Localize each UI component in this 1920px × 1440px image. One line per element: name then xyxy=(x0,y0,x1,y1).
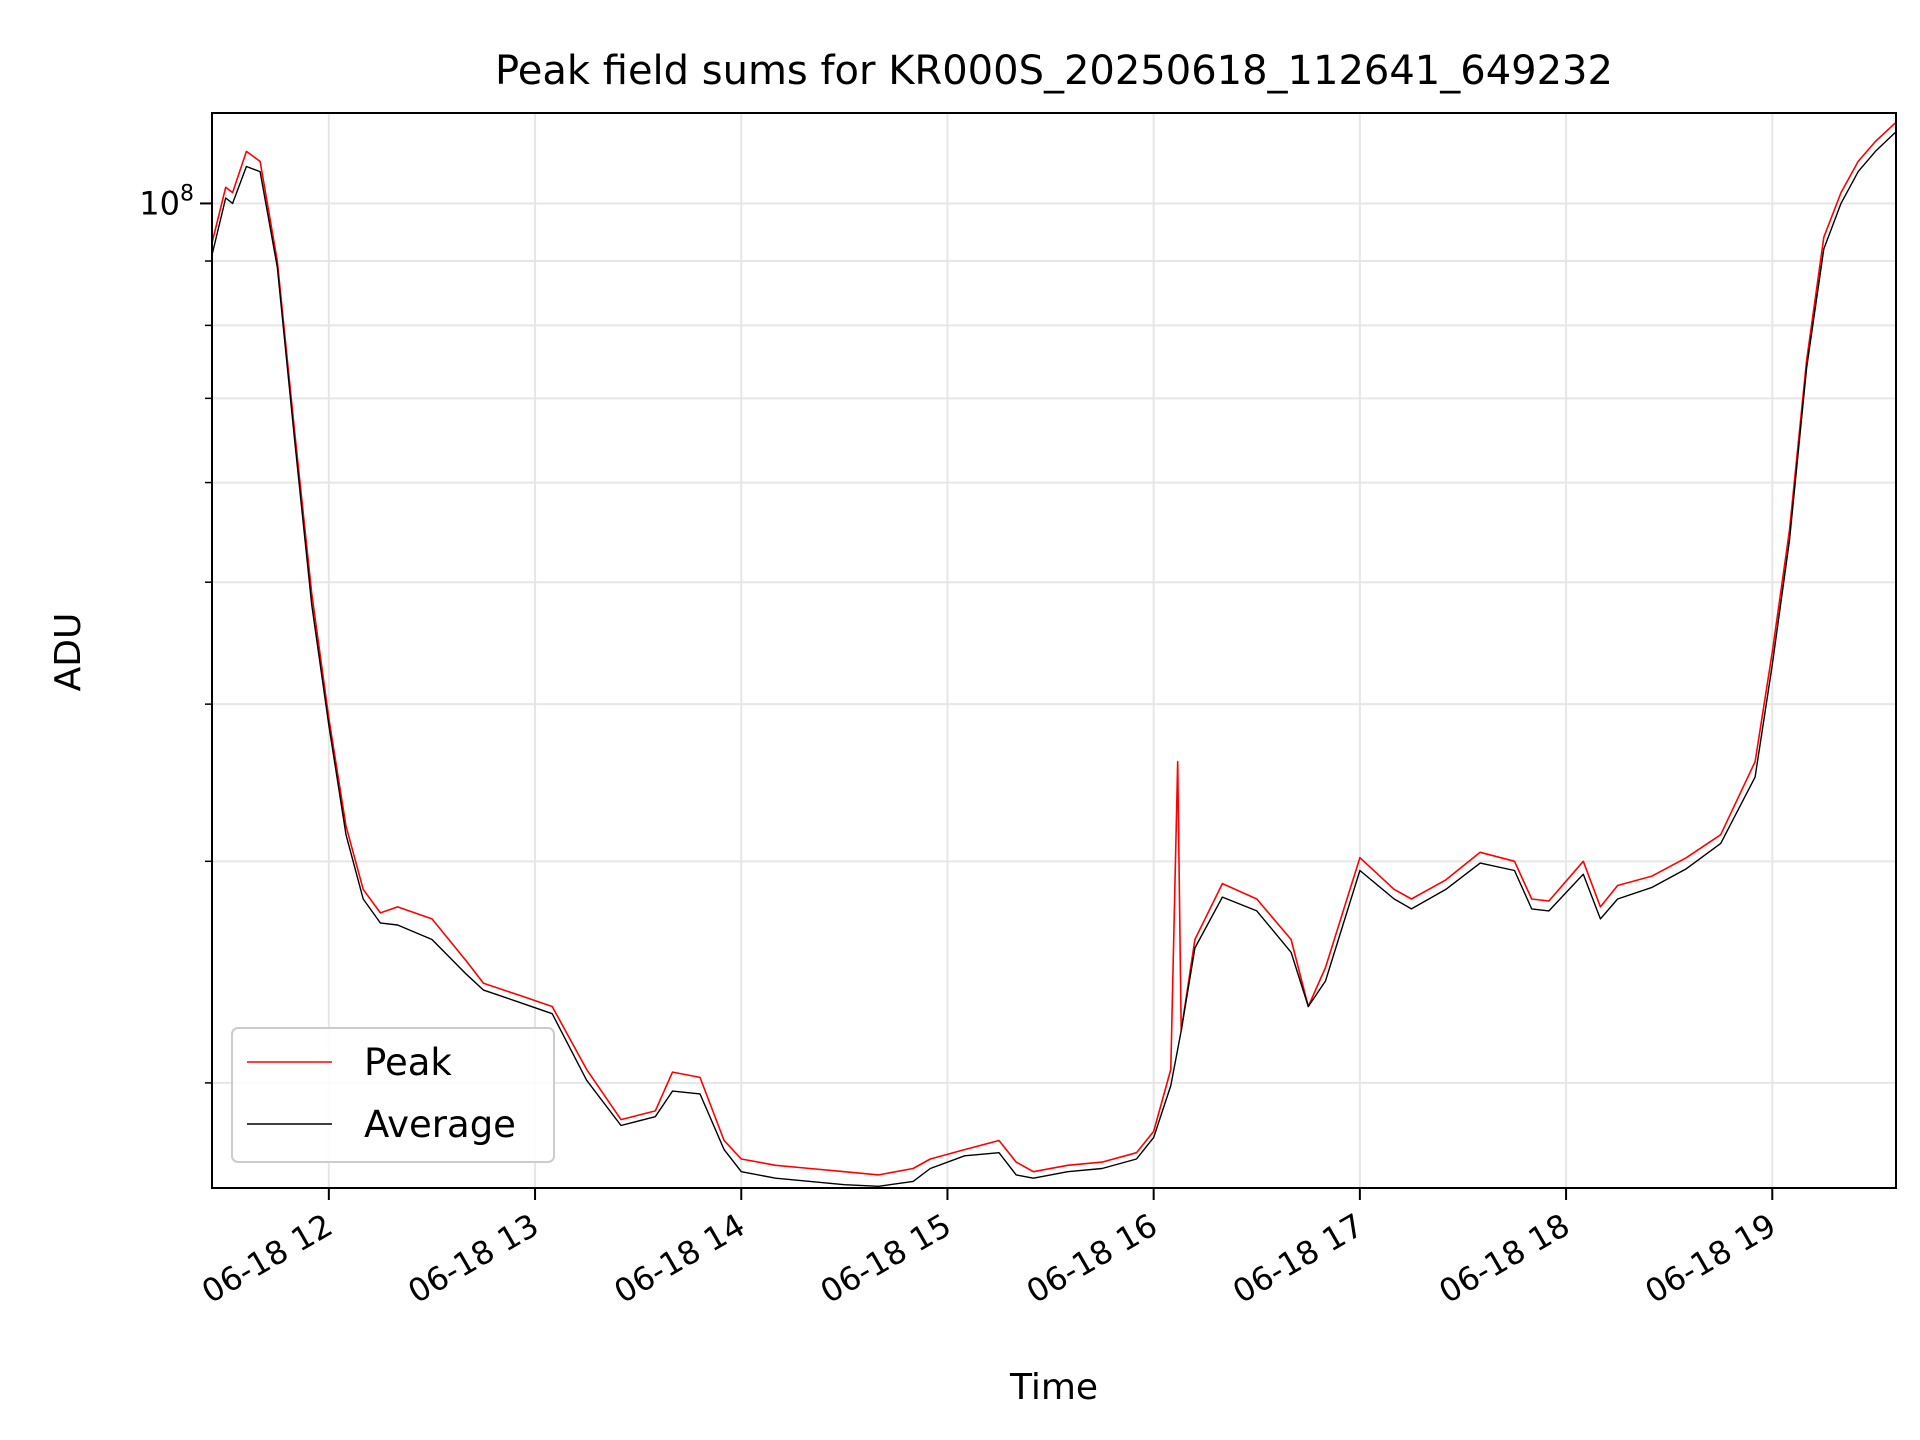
legend: Peak Average xyxy=(231,1027,555,1163)
series-line-average xyxy=(211,131,1897,1188)
series-line-peak xyxy=(211,121,1897,1176)
y-ticks: 108 xyxy=(139,181,212,1084)
chart-title: Peak field sums for KR000S_20250618_1126… xyxy=(495,48,1613,94)
legend-label-average: Average xyxy=(364,1103,516,1146)
grid-lines xyxy=(212,113,1896,1188)
series-lines xyxy=(211,121,1897,1188)
y-tick-label: 108 xyxy=(139,181,194,222)
x-axis-label: Time xyxy=(1009,1367,1098,1408)
y-axis-label: ADU xyxy=(48,613,89,692)
legend-label-peak: Peak xyxy=(364,1041,452,1084)
plot-frame xyxy=(211,112,1897,1189)
